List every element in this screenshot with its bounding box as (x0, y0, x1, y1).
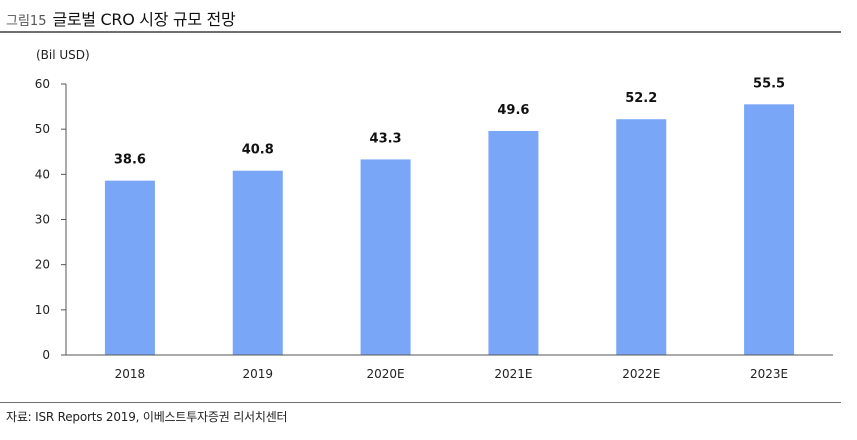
x-tick-label: 2021E (494, 367, 532, 381)
y-tick-label: 40 (35, 167, 50, 181)
y-unit-label: (Bil USD) (36, 48, 90, 62)
bar (104, 180, 155, 355)
source-note: 자료: ISR Reports 2019, 이베스트투자증권 리서치센터 (6, 410, 288, 424)
x-axis-ticks: 2018 2019 2020E 2021E 2022E 2023E (115, 367, 789, 381)
y-tick-label: 0 (42, 348, 50, 362)
x-tick-label: 2022E (622, 367, 660, 381)
bar-value-label: 38.6 (114, 153, 146, 168)
figure-title: 글로벌 CRO 시장 규모 전망 (52, 10, 236, 29)
bar-chart: (Bil USD) 0 10 20 30 40 50 60 38.6 40.8 43.3 49.6… (35, 48, 833, 381)
y-tick-label: 60 (35, 77, 50, 91)
bar-value-label: 43.3 (370, 131, 402, 146)
x-tick-label: 2023E (750, 367, 788, 381)
bar (488, 130, 539, 355)
x-tick-label: 2020E (367, 367, 405, 381)
header-divider (0, 31, 841, 33)
x-tick-label: 2018 (115, 367, 146, 381)
bar-value-label: 40.8 (242, 143, 274, 158)
y-axis-ticks: 0 10 20 30 40 50 60 (35, 77, 66, 362)
bar (232, 170, 283, 355)
y-tick-label: 30 (35, 213, 50, 227)
footer-divider (0, 402, 841, 403)
bar-value-label: 55.5 (753, 76, 785, 91)
y-tick-label: 10 (35, 303, 50, 317)
bar-value-label: 49.6 (497, 103, 529, 118)
bars: 38.6 40.8 43.3 49.6 52.2 55.5 (104, 76, 795, 355)
figure-header: 그림15 글로벌 CRO 시장 규모 전망 (6, 6, 236, 29)
y-tick-label: 50 (35, 122, 50, 136)
figure-number: 그림15 (6, 14, 47, 29)
bar (616, 119, 667, 355)
bar (360, 159, 411, 355)
x-tick-label: 2019 (242, 367, 273, 381)
bar (744, 104, 795, 355)
bar-value-label: 52.2 (625, 91, 657, 106)
y-tick-label: 20 (35, 258, 50, 272)
